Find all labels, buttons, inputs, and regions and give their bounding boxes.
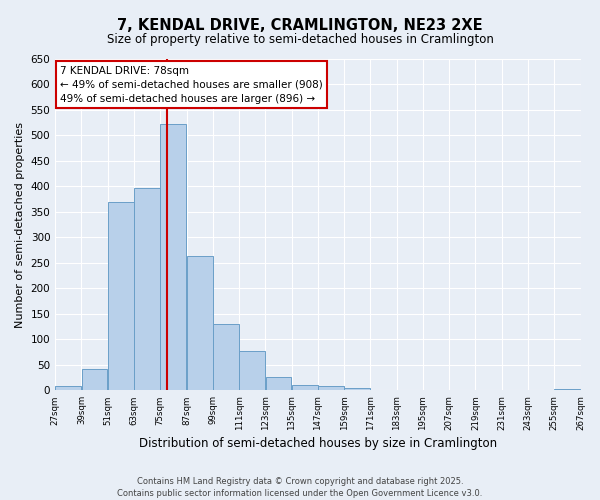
Bar bbox=[134, 188, 160, 390]
Bar bbox=[344, 388, 370, 390]
Bar bbox=[108, 202, 134, 390]
Bar bbox=[213, 324, 239, 390]
Bar bbox=[554, 389, 580, 390]
Bar bbox=[82, 369, 107, 390]
Text: 7, KENDAL DRIVE, CRAMLINGTON, NE23 2XE: 7, KENDAL DRIVE, CRAMLINGTON, NE23 2XE bbox=[117, 18, 483, 32]
Text: Contains HM Land Registry data © Crown copyright and database right 2025.
Contai: Contains HM Land Registry data © Crown c… bbox=[118, 476, 482, 498]
Bar bbox=[187, 256, 212, 390]
Text: 7 KENDAL DRIVE: 78sqm
← 49% of semi-detached houses are smaller (908)
49% of sem: 7 KENDAL DRIVE: 78sqm ← 49% of semi-deta… bbox=[61, 66, 323, 104]
Bar bbox=[160, 124, 186, 390]
Text: Size of property relative to semi-detached houses in Cramlington: Size of property relative to semi-detach… bbox=[107, 32, 493, 46]
X-axis label: Distribution of semi-detached houses by size in Cramlington: Distribution of semi-detached houses by … bbox=[139, 437, 497, 450]
Y-axis label: Number of semi-detached properties: Number of semi-detached properties bbox=[15, 122, 25, 328]
Bar bbox=[239, 351, 265, 391]
Bar bbox=[266, 376, 292, 390]
Bar bbox=[55, 386, 81, 390]
Bar bbox=[292, 385, 317, 390]
Bar bbox=[318, 386, 344, 390]
